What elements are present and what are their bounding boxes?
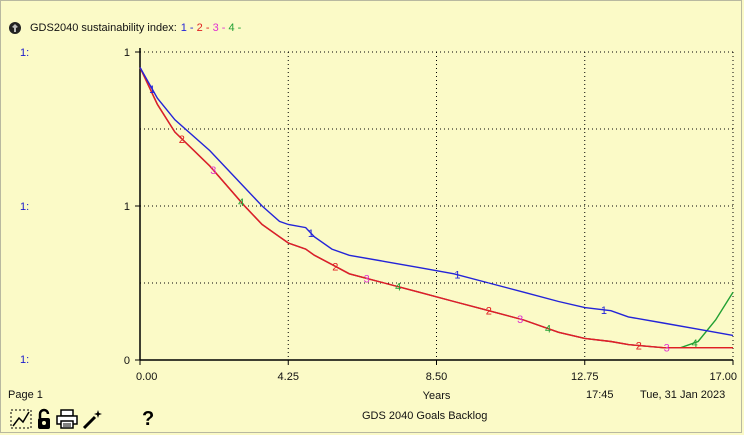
page-label: Page 1 <box>8 389 43 401</box>
series-label-3: 3 <box>517 314 523 326</box>
series-label-2: 2 <box>486 306 492 318</box>
series-label-3: 3 <box>664 343 670 355</box>
series-label-3: 3 <box>210 165 216 177</box>
series-label-1: 1 <box>308 228 314 240</box>
series-label-4: 4 <box>545 324 551 336</box>
x-tick-label: 17.00 <box>709 371 737 383</box>
x-tick-label: 12.75 <box>571 371 599 383</box>
y-tick-label: 1 <box>124 201 130 213</box>
series-label-4: 4 <box>692 338 698 350</box>
series-line-3 <box>140 67 733 347</box>
magic-wand-icon[interactable] <box>82 409 104 429</box>
series-label-3: 3 <box>364 273 370 285</box>
series-label-2: 2 <box>332 261 338 273</box>
run-time: 17:45 <box>586 389 614 401</box>
series-label-2: 2 <box>179 134 185 146</box>
lock-icon[interactable] <box>36 408 52 430</box>
help-button[interactable]: ? <box>142 408 154 431</box>
series-line-4 <box>140 67 733 347</box>
series-line-2 <box>140 67 733 347</box>
series-label-1: 1 <box>601 305 607 317</box>
series-label-2: 2 <box>636 341 642 353</box>
graph-toolbar: ? <box>10 407 154 431</box>
run-date: Tue, 31 Jan 2023 <box>640 389 725 401</box>
y-tick-label: 1 <box>124 47 130 59</box>
print-icon[interactable] <box>56 409 78 429</box>
x-tick-label: 4.25 <box>278 371 299 383</box>
series-label-1: 1 <box>454 270 460 282</box>
series-label-4: 4 <box>395 282 401 294</box>
model-title: GDS 2040 Goals Backlog <box>362 410 487 422</box>
x-tick-label: 0.00 <box>136 371 157 383</box>
y-tick-label: 0 <box>124 355 130 367</box>
x-tick-label: 8.50 <box>426 371 447 383</box>
series-label-4: 4 <box>238 197 244 209</box>
graph-type-icon[interactable] <box>10 409 32 429</box>
series-line-1 <box>140 67 733 335</box>
series-label-1: 1 <box>149 84 155 96</box>
x-axis-label: Years <box>423 390 451 402</box>
